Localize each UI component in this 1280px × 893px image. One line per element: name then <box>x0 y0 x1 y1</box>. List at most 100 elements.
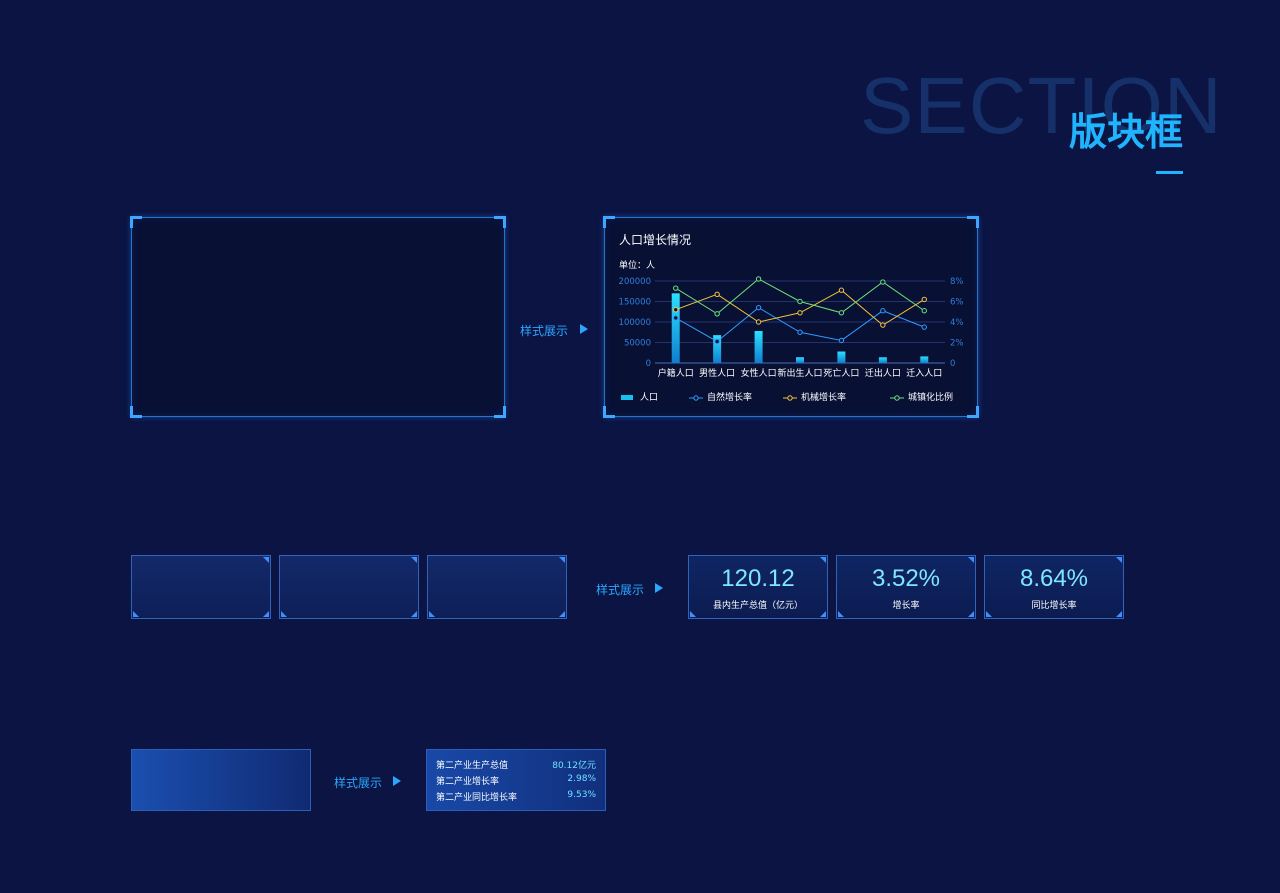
legend-item-mechanical-growth: 机械增长率 <box>783 390 846 403</box>
line-point <box>797 310 803 316</box>
chart-unit: 单位：人 <box>619 261 656 271</box>
bar-mark <box>878 357 887 363</box>
corner-decoration <box>494 406 506 418</box>
style-demo-label: 样式展示 <box>596 583 645 597</box>
corner-decoration <box>130 406 142 418</box>
corner-decoration <box>603 406 615 418</box>
y-tick-label-right: 0 <box>950 359 955 369</box>
empty-stat-card <box>427 555 567 619</box>
legend-line-swatch <box>783 394 797 401</box>
stat-value: 8.64% <box>1019 565 1089 592</box>
industry-stats-table: 第二产业生产总值 80.12亿元 第二产业增长率 2.98% 第二产业同比增长率… <box>426 749 606 811</box>
line-point <box>921 296 927 303</box>
stat-label: 县内生产总值（亿元） <box>712 601 803 611</box>
line-point <box>714 338 720 345</box>
y-tick-label-right: 6% <box>950 298 964 308</box>
corner-decoration <box>133 611 139 617</box>
corner-decoration <box>1116 611 1122 617</box>
row-key: 第二产业生产总值 <box>436 761 509 771</box>
legend-label: 人口 <box>640 393 659 403</box>
legend-item-natural-growth: 自然增长率 <box>689 390 752 403</box>
line-point <box>673 307 679 313</box>
y-tick-label-left: 100000 <box>619 318 651 328</box>
legend-label: 城镇化比例 <box>908 393 954 403</box>
row-value: 2.98% <box>567 774 596 784</box>
bar-mark <box>754 331 763 363</box>
corner-decoration <box>281 611 287 617</box>
stat-label: 增长率 <box>892 601 920 611</box>
y-tick-label-left: 0 <box>646 359 651 369</box>
y-tick-label-left: 150000 <box>619 298 651 308</box>
bar-mark <box>671 293 680 363</box>
title-underline <box>1156 171 1183 174</box>
corner-decoration <box>263 557 269 563</box>
corner-decoration <box>967 406 979 418</box>
row-key: 第二产业同比增长率 <box>436 793 518 803</box>
x-tick-label: 女性人口 <box>741 367 777 379</box>
corner-decoration <box>429 611 435 617</box>
page-title: 版块框 <box>1068 110 1183 154</box>
bar-mark <box>837 351 846 363</box>
line-point <box>755 319 762 325</box>
x-tick-label: 新出生人口 <box>777 367 822 379</box>
legend-item-population: 人口 <box>621 390 658 403</box>
corner-decoration <box>968 557 974 563</box>
x-tick-label: 迁出人口 <box>865 367 901 379</box>
empty-panel-frame <box>130 216 506 418</box>
legend-item-urbanization: 城镇化比例 <box>890 390 953 403</box>
empty-gradient-box <box>131 749 311 811</box>
corner-decoration <box>967 216 979 228</box>
row-key: 第二产业增长率 <box>436 777 500 787</box>
line-point <box>921 308 927 314</box>
corner-decoration <box>411 557 417 563</box>
chart-title: 人口增长情况 <box>619 233 692 247</box>
legend-bar-swatch <box>621 395 633 400</box>
corner-decoration <box>690 611 696 617</box>
corner-decoration <box>130 216 142 228</box>
line-point <box>797 329 803 335</box>
arrow-right-icon <box>393 776 401 786</box>
line-point <box>880 322 886 328</box>
x-tick-label: 死亡人口 <box>823 367 859 379</box>
stat-value: 3.52% <box>871 565 941 592</box>
corner-decoration <box>411 611 417 617</box>
line-point <box>755 276 762 282</box>
corner-decoration <box>986 611 992 617</box>
line-point <box>797 298 803 305</box>
series-line <box>675 289 925 326</box>
line-point <box>673 315 679 321</box>
corner-decoration <box>494 216 506 228</box>
stat-card-gdp: 120.12 县内生产总值（亿元） <box>688 555 828 619</box>
x-tick-label: 迁入人口 <box>906 368 942 379</box>
legend-label: 机械增长率 <box>801 393 847 403</box>
y-tick-label-right: 8% <box>950 277 964 287</box>
y-tick-label-left: 50000 <box>624 339 651 349</box>
line-point <box>838 287 845 293</box>
row-value: 80.12亿元 <box>552 761 596 771</box>
arrow-right-icon <box>655 583 663 593</box>
line-point <box>673 285 679 291</box>
line-point <box>838 337 845 344</box>
corner-decoration <box>603 216 615 228</box>
line-point <box>880 308 886 314</box>
x-tick-label: 男性人口 <box>699 367 735 379</box>
legend-line-swatch <box>689 394 703 401</box>
line-point <box>714 311 720 317</box>
table-row: 第二产业同比增长率 9.53% <box>436 790 596 804</box>
table-row: 第二产业生产总值 80.12亿元 <box>436 758 596 772</box>
y-tick-label-right: 4% <box>950 318 964 328</box>
corner-decoration <box>838 611 844 617</box>
bar-mark <box>920 356 929 363</box>
section-watermark: SECTION <box>860 61 1223 150</box>
bar-mark <box>713 335 722 363</box>
table-row: 第二产业增长率 2.98% <box>436 774 596 788</box>
bar-mark <box>796 357 804 363</box>
legend-line-swatch <box>890 394 904 401</box>
stat-card-growth-rate: 3.52% 增长率 <box>836 555 976 619</box>
style-demo-label: 样式展示 <box>520 324 569 338</box>
line-point <box>714 291 720 298</box>
x-tick-label: 户籍人口 <box>658 367 694 379</box>
corner-decoration <box>263 611 269 617</box>
style-demo-label: 样式展示 <box>334 776 383 790</box>
y-tick-label-left: 200000 <box>619 277 651 287</box>
